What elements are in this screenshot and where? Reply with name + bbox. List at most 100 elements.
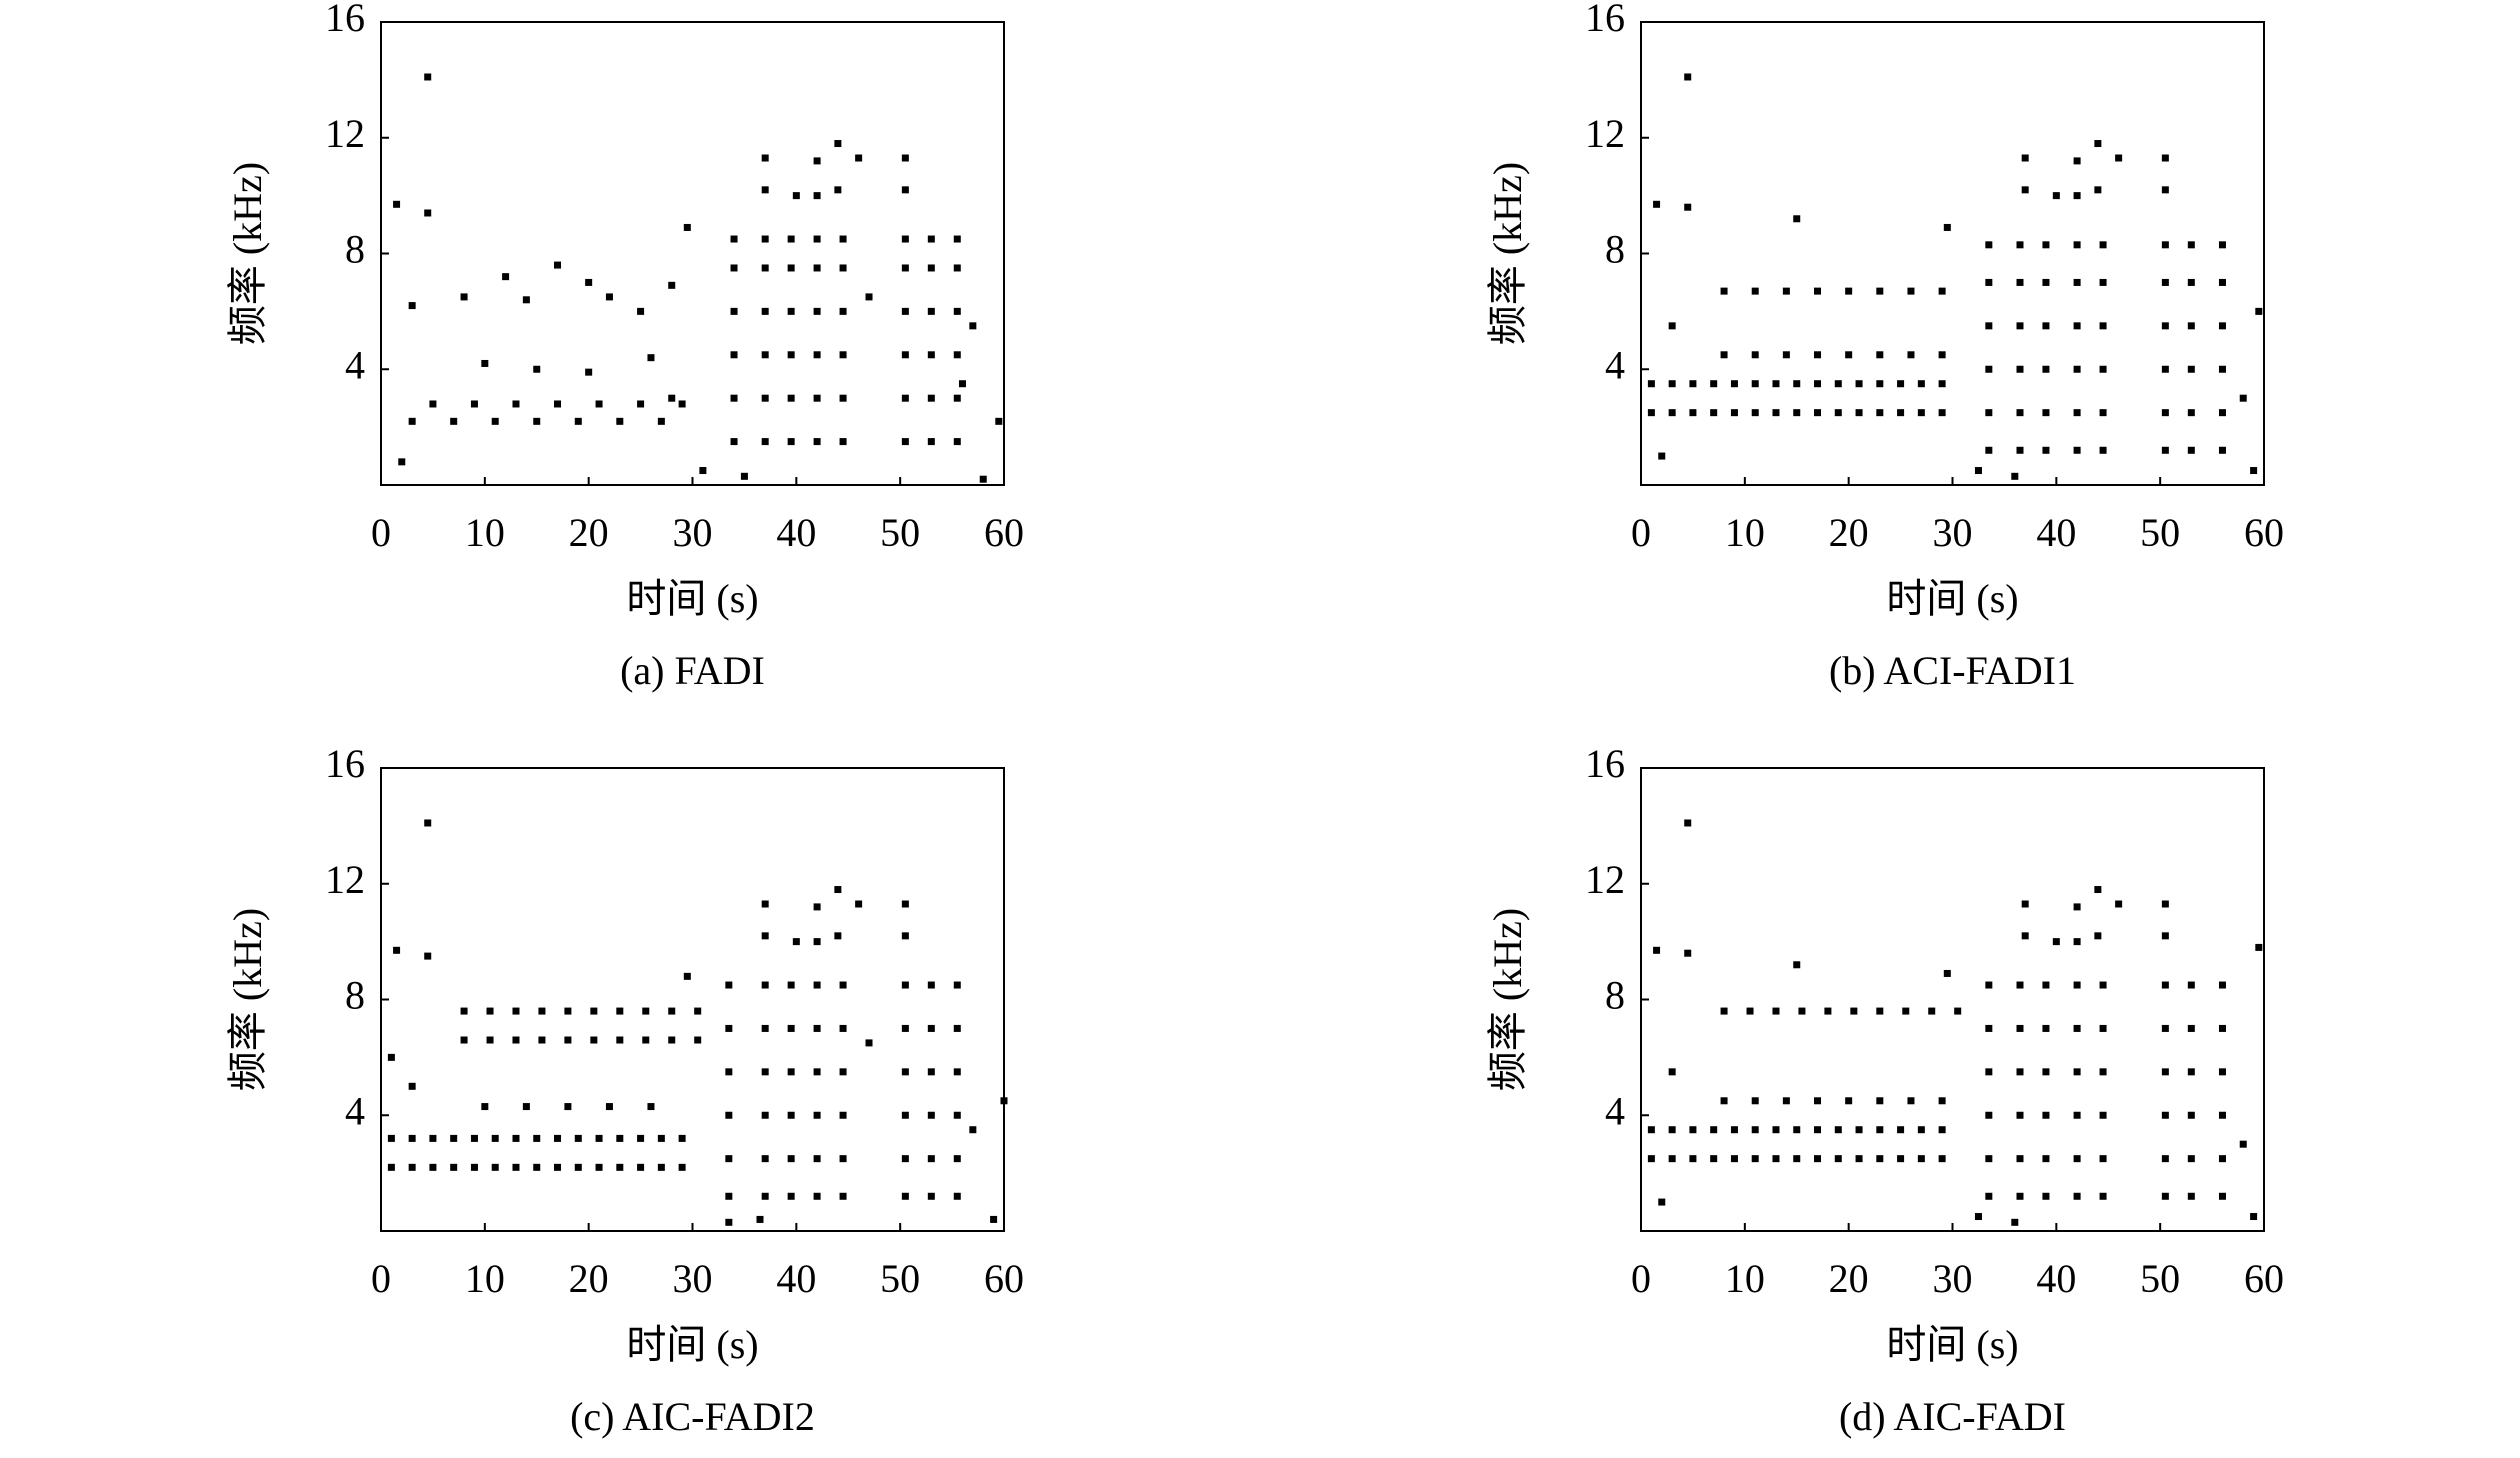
point bbox=[855, 154, 863, 162]
point bbox=[1772, 380, 1780, 388]
point bbox=[787, 235, 795, 243]
point bbox=[637, 307, 645, 315]
point bbox=[761, 154, 769, 162]
point bbox=[398, 458, 406, 466]
point bbox=[953, 351, 961, 359]
point bbox=[2011, 472, 2019, 480]
point bbox=[533, 1134, 541, 1142]
point bbox=[1876, 1155, 1884, 1163]
point bbox=[450, 417, 458, 425]
point bbox=[637, 1163, 645, 1171]
caption: (c) AIC-FADI2 bbox=[570, 1394, 815, 1439]
point bbox=[2161, 154, 2169, 162]
point bbox=[1985, 981, 1993, 989]
point bbox=[1684, 949, 1692, 957]
point bbox=[2073, 446, 2081, 454]
point bbox=[668, 1007, 676, 1015]
x-tick-label: 20 bbox=[569, 1256, 609, 1301]
point bbox=[1897, 1126, 1905, 1134]
x-tick-label: 0 bbox=[1631, 1256, 1651, 1301]
point bbox=[725, 1024, 733, 1032]
point bbox=[429, 1163, 437, 1171]
point bbox=[1684, 819, 1692, 827]
point bbox=[927, 351, 935, 359]
point bbox=[533, 365, 541, 373]
point bbox=[2016, 1024, 2024, 1032]
point bbox=[2161, 1068, 2169, 1076]
point bbox=[761, 186, 769, 194]
point bbox=[1793, 409, 1801, 417]
point bbox=[1876, 351, 1884, 359]
point bbox=[2052, 938, 2060, 946]
point bbox=[1834, 1126, 1842, 1134]
point bbox=[761, 900, 769, 908]
point bbox=[1855, 409, 1863, 417]
point bbox=[787, 394, 795, 402]
point bbox=[2016, 981, 2024, 989]
point bbox=[839, 1111, 847, 1119]
point bbox=[1985, 1192, 1993, 1200]
point bbox=[1647, 1155, 1655, 1163]
point bbox=[1793, 961, 1801, 969]
point bbox=[1876, 1126, 1884, 1134]
point bbox=[1985, 1155, 1993, 1163]
point bbox=[813, 235, 821, 243]
point bbox=[1814, 1097, 1822, 1105]
point bbox=[1782, 287, 1790, 295]
point bbox=[2042, 446, 2050, 454]
caption: (a) FADI bbox=[620, 648, 765, 693]
point bbox=[2094, 886, 2102, 894]
point bbox=[839, 307, 847, 315]
point bbox=[585, 368, 593, 376]
point bbox=[2218, 241, 2226, 249]
y-tick-label: 4 bbox=[345, 1088, 365, 1133]
point bbox=[2187, 1192, 2195, 1200]
point bbox=[2161, 322, 2169, 330]
point bbox=[1720, 1007, 1728, 1015]
point bbox=[927, 1068, 935, 1076]
point bbox=[2187, 322, 2195, 330]
point bbox=[694, 1036, 702, 1044]
y-axis-label: 频率 (kHz) bbox=[1485, 908, 1530, 1091]
point bbox=[901, 235, 909, 243]
point bbox=[1855, 1126, 1863, 1134]
point bbox=[2187, 1068, 2195, 1076]
point bbox=[2073, 981, 2081, 989]
point bbox=[1689, 409, 1697, 417]
point bbox=[1855, 1155, 1863, 1163]
point bbox=[927, 438, 935, 446]
point bbox=[1834, 1155, 1842, 1163]
point bbox=[1938, 409, 1946, 417]
point bbox=[725, 981, 733, 989]
point bbox=[813, 938, 821, 946]
point bbox=[839, 351, 847, 359]
point bbox=[1985, 1111, 1993, 1119]
point bbox=[574, 1134, 582, 1142]
point bbox=[2042, 241, 2050, 249]
point bbox=[787, 438, 795, 446]
point bbox=[2042, 1192, 2050, 1200]
point bbox=[787, 351, 795, 359]
point bbox=[642, 1036, 650, 1044]
point bbox=[1730, 380, 1738, 388]
point bbox=[1689, 380, 1697, 388]
point bbox=[990, 1215, 998, 1223]
point bbox=[2187, 1024, 2195, 1032]
point bbox=[1720, 351, 1728, 359]
point bbox=[1876, 287, 1884, 295]
point bbox=[2218, 409, 2226, 417]
y-tick-label: 12 bbox=[1585, 857, 1625, 902]
point bbox=[953, 235, 961, 243]
point bbox=[2239, 394, 2247, 402]
point bbox=[1938, 287, 1946, 295]
point bbox=[2161, 1155, 2169, 1163]
point bbox=[1814, 351, 1822, 359]
point bbox=[761, 438, 769, 446]
point bbox=[1834, 409, 1842, 417]
point bbox=[1653, 946, 1661, 954]
point bbox=[2073, 322, 2081, 330]
point bbox=[2099, 278, 2107, 286]
point bbox=[725, 1218, 733, 1226]
point bbox=[595, 1163, 603, 1171]
point bbox=[927, 1192, 935, 1200]
